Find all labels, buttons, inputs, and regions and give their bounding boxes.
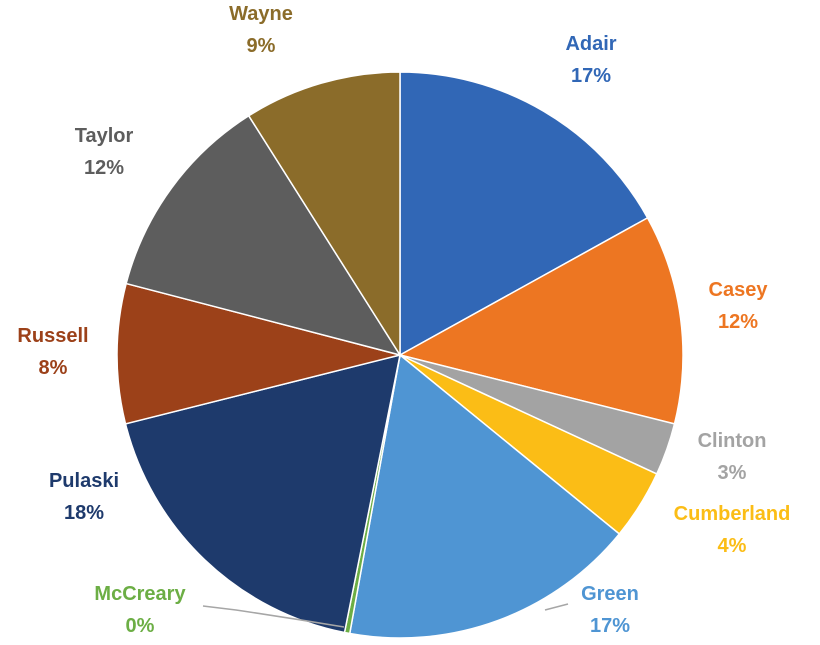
label-name-russell: Russell xyxy=(17,325,88,347)
label-green: Green 17% xyxy=(581,583,639,637)
leader-line-mccreary xyxy=(202,605,345,628)
label-value-wayne: 9% xyxy=(247,35,276,57)
label-value-mccreary: 0% xyxy=(126,615,155,637)
label-value-cumberland: 4% xyxy=(718,535,747,557)
label-cumberland: Cumberland 4% xyxy=(674,503,791,557)
label-name-cumberland: Cumberland xyxy=(674,503,791,525)
slice-adair xyxy=(399,71,649,357)
label-clinton: Clinton 3% xyxy=(698,430,767,484)
label-name-casey: Casey xyxy=(709,279,769,301)
label-russell: Russell 8% xyxy=(17,325,88,379)
label-name-pulaski: Pulaski xyxy=(49,470,119,492)
label-name-green: Green xyxy=(581,583,639,605)
pie-slices xyxy=(116,71,684,639)
label-name-mccreary: McCreary xyxy=(94,583,186,605)
label-name-adair: Adair xyxy=(565,33,616,55)
slice-russell xyxy=(116,282,401,425)
label-name-wayne: Wayne xyxy=(229,3,293,25)
label-mccreary: McCreary 0% xyxy=(94,583,186,637)
label-value-pulaski: 18% xyxy=(64,502,104,524)
label-wayne: Wayne 9% xyxy=(229,3,293,57)
label-casey: Casey 12% xyxy=(709,279,769,333)
label-value-casey: 12% xyxy=(718,311,758,333)
label-pulaski: Pulaski 18% xyxy=(49,470,119,524)
label-name-clinton: Clinton xyxy=(698,430,767,452)
label-value-russell: 8% xyxy=(39,357,68,379)
label-value-green: 17% xyxy=(590,615,630,637)
leader-lines xyxy=(202,603,569,628)
label-taylor: Taylor 12% xyxy=(75,125,134,179)
slice-green xyxy=(348,353,621,639)
slice-pulaski xyxy=(124,353,401,634)
label-name-taylor: Taylor xyxy=(75,125,134,147)
label-value-clinton: 3% xyxy=(718,462,747,484)
label-value-adair: 17% xyxy=(571,65,611,87)
label-adair: Adair 17% xyxy=(565,33,616,87)
slice-taylor xyxy=(125,114,402,357)
slice-wayne xyxy=(247,71,401,358)
leader-line-green xyxy=(544,603,569,611)
label-value-taylor: 12% xyxy=(84,157,124,179)
slice-labels: Adair 17% Casey 12% Clinton 3% Cumberland 4% Gre… xyxy=(17,3,790,637)
